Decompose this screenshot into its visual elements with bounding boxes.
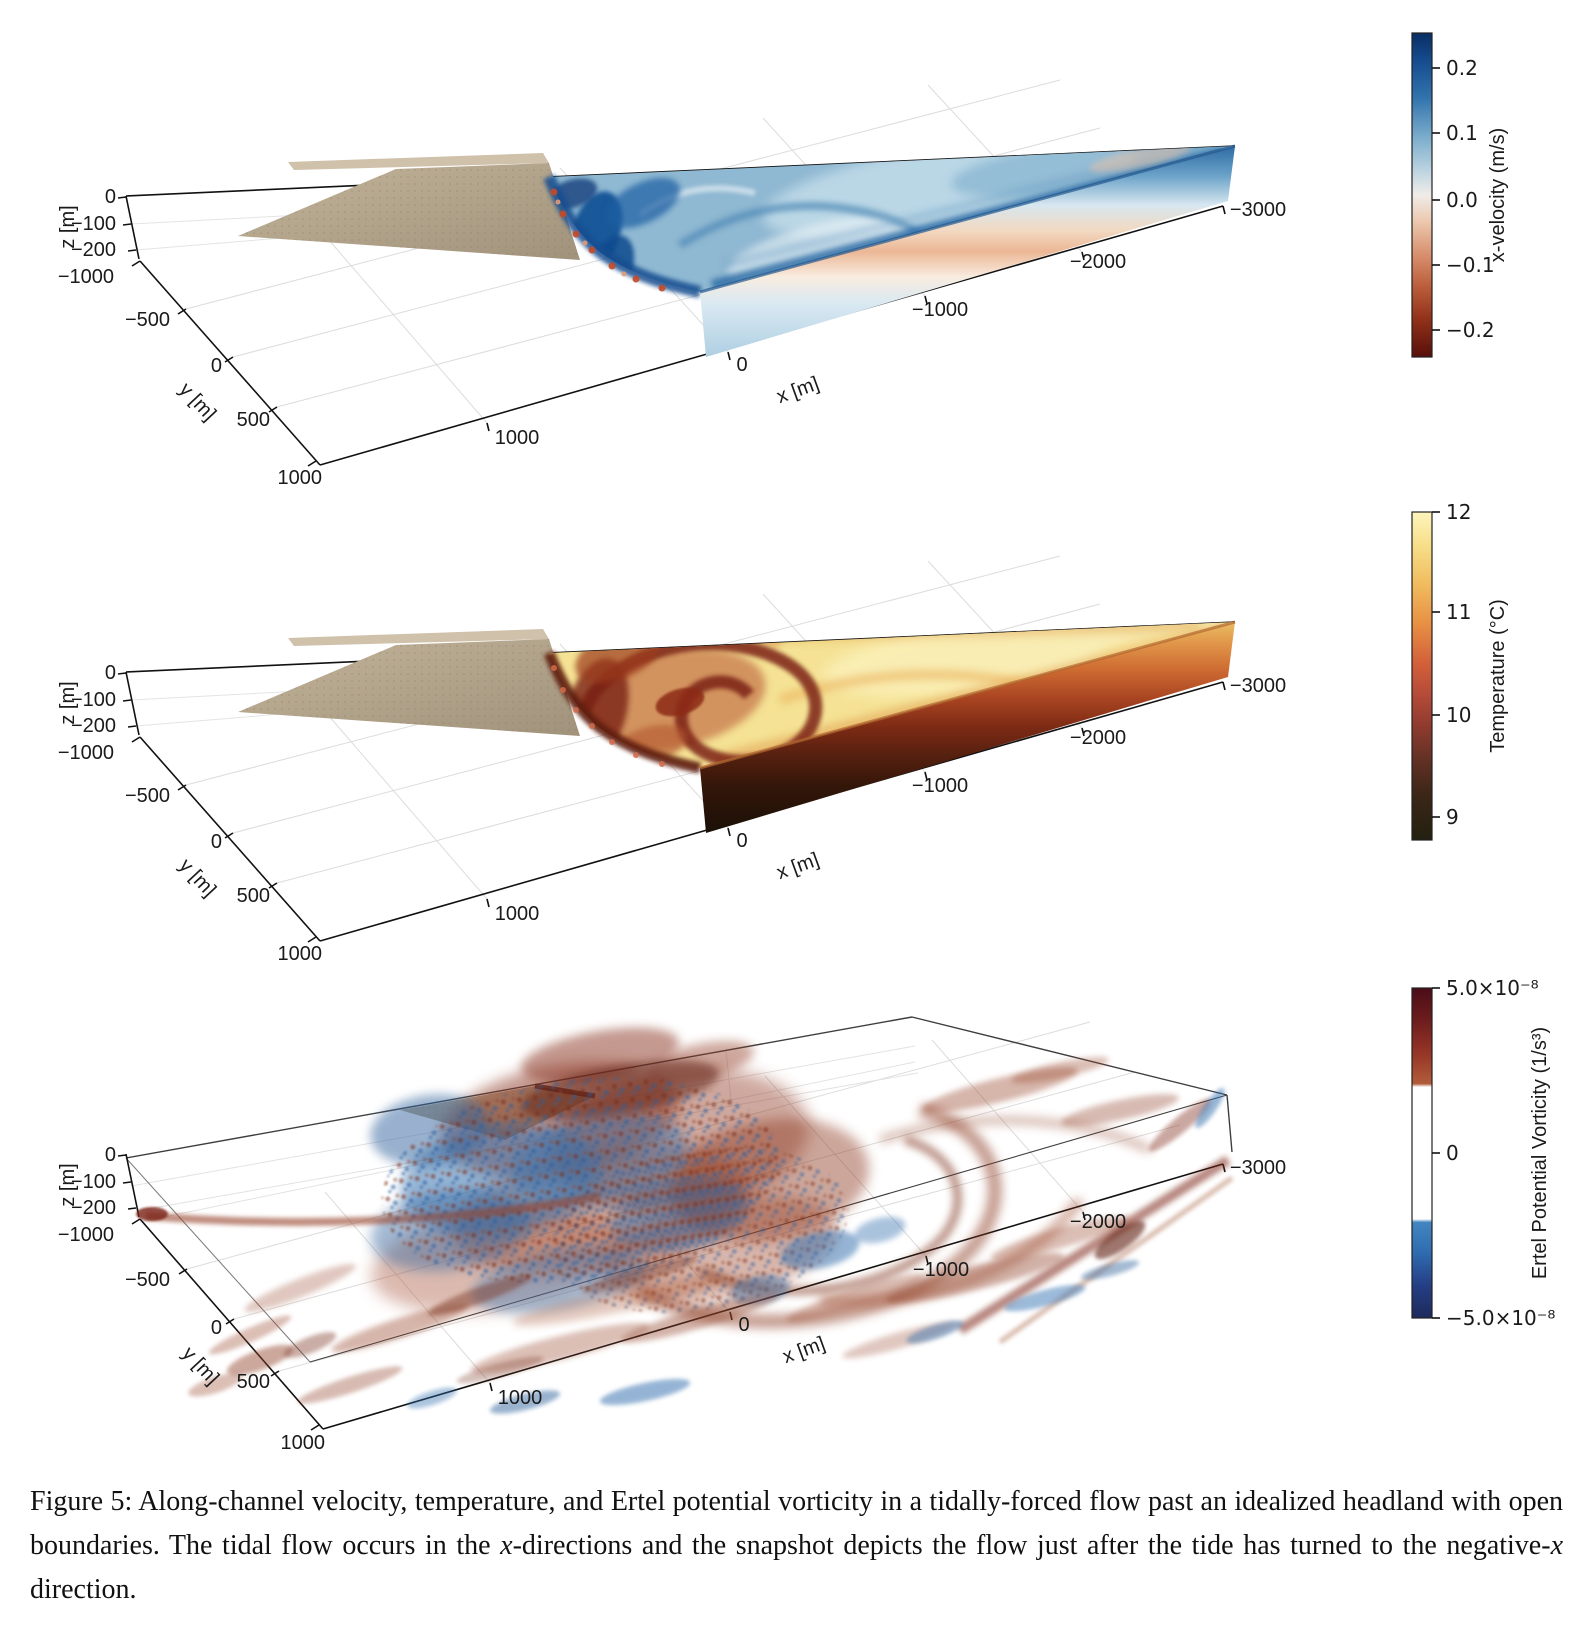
colorbar-gradient (1411, 32, 1433, 358)
z-axis-label: z [m] (57, 1163, 79, 1206)
x-axis-label: x [m] (774, 849, 822, 884)
z-axis-label: z [m] (57, 681, 79, 724)
y-tick-label: 500 (237, 409, 270, 431)
colorbar-tick-label: 0.1 (1446, 121, 1478, 145)
z-tick-label: 0 (105, 662, 116, 684)
panel-temperature: 0 −100 −200 z [m] −1000 −500 0 500 1000 … (57, 500, 1509, 965)
colorbar-title: Temperature (°C) (1487, 599, 1509, 753)
y-tick-label: 1000 (278, 467, 323, 489)
colorbar-tick-label: −5.0×10⁻⁸ (1446, 1306, 1555, 1330)
z-tick-label: −200 (71, 1197, 116, 1219)
x-tick-label: 1000 (495, 903, 540, 925)
x-axis-label: x [m] (780, 1333, 828, 1368)
velocity-front-face (700, 146, 1235, 357)
x-tick-label: −1000 (912, 775, 968, 797)
headland-wedge (238, 153, 580, 260)
colorbar-tick-label: 0.0 (1446, 188, 1478, 212)
colorbar-gradient (1411, 511, 1433, 841)
caption-text: Figure 5: Along-channel velocity, temper… (30, 1486, 1563, 1561)
y-axis-label: y [m] (175, 855, 221, 902)
x-tick-label: −3000 (1230, 199, 1286, 221)
y-tick-label: 0 (211, 1317, 222, 1339)
z-axis-label: z [m] (57, 205, 79, 248)
velocity-volume (543, 144, 1236, 357)
x-tick-label: 0 (736, 830, 747, 852)
x-tick-label: −3000 (1230, 1157, 1286, 1179)
y-tick-label: −1000 (58, 266, 114, 288)
colorbar-ertel-pv: 5.0×10⁻⁸ 0 −5.0×10⁻⁸ Ertel Potential Vor… (1411, 976, 1555, 1330)
z-tick-label: −100 (71, 1171, 116, 1193)
colorbar-tick-label: 0.2 (1446, 56, 1478, 80)
x-tick-label: 1000 (495, 427, 540, 449)
y-axis-label: y [m] (175, 379, 221, 426)
x-tick-label: 0 (736, 354, 747, 376)
z-tick-label: −200 (71, 239, 116, 261)
x-tick-label: −3000 (1230, 675, 1286, 697)
x-axis-label: x [m] (774, 373, 822, 408)
colorbar-tick-label: 11 (1446, 600, 1471, 624)
x-tick-label: 1000 (498, 1387, 543, 1409)
y-tick-label: 0 (211, 355, 222, 377)
x-tick-label: −1000 (913, 1259, 969, 1281)
colorbar-tick-label: 5.0×10⁻⁸ (1446, 976, 1539, 1000)
y-tick-label: 1000 (281, 1432, 326, 1454)
y-tick-label: 1000 (278, 943, 323, 965)
figure-canvas: 0 −100 −200 z [m] −1000 −500 0 500 1000 … (57, 32, 1555, 1454)
colorbar-tick-label: 9 (1446, 805, 1459, 829)
x-tick-label: −1000 (912, 299, 968, 321)
z-tick-label: −100 (71, 213, 116, 235)
x-tick-label: −2000 (1070, 251, 1126, 273)
pv-volume-render (136, 1027, 1234, 1414)
temperature-volume (543, 620, 1236, 833)
colorbar-title: x-velocity (m/s) (1487, 128, 1509, 262)
panel-x-velocity: 0 −100 −200 z [m] −1000 −500 0 500 1000 … (57, 32, 1509, 489)
y-tick-label: −500 (125, 309, 170, 331)
caption-text: -directions and the snapshot depicts the… (512, 1530, 1551, 1561)
colorbar-x-velocity: 0.2 0.1 0.0 −0.1 −0.2 x-velocity (m/s) (1411, 32, 1509, 358)
y-tick-label: −500 (125, 785, 170, 807)
colorbar-tick-label: 12 (1446, 500, 1471, 524)
colorbar-title: Ertel Potential Vorticity (1/s³) (1529, 1027, 1551, 1279)
z-tick-label: −100 (71, 689, 116, 711)
velocity-axis-labels: 0 −100 −200 z [m] −1000 −500 0 500 1000 … (57, 186, 1286, 489)
caption-italic-x: x (1550, 1530, 1563, 1561)
temperature-cut-face (543, 650, 702, 774)
colorbar-gradient (1411, 987, 1433, 1319)
velocity-front-lip (699, 144, 1236, 294)
panel-ertel-pv: 0 −100 −200 z [m] −1000 −500 0 500 1000 … (57, 976, 1555, 1454)
colorbar-temperature: 12 11 10 9 Temperature (°C) (1411, 500, 1509, 841)
z-tick-label: 0 (105, 186, 116, 208)
colorbar-tick-label: 0 (1446, 1141, 1459, 1165)
temperature-front-lip (699, 620, 1236, 770)
y-tick-label: 0 (211, 831, 222, 853)
z-tick-label: 0 (105, 1144, 116, 1166)
x-tick-label: 0 (738, 1314, 749, 1336)
y-tick-label: −1000 (58, 1224, 114, 1246)
z-tick-label: −200 (71, 715, 116, 737)
figure-caption: Figure 5: Along-channel velocity, temper… (0, 1462, 1593, 1636)
caption-text: direction. (30, 1574, 137, 1605)
caption-italic-x: x (500, 1530, 513, 1561)
x-tick-label: −2000 (1070, 727, 1126, 749)
velocity-cut-speckles (550, 188, 666, 292)
colorbar-tick-label: −0.1 (1446, 253, 1495, 277)
temperature-cut-speckles (551, 665, 665, 767)
temperature-front-face (700, 622, 1235, 833)
colorbar-tick-label: 10 (1446, 703, 1471, 727)
y-tick-label: 500 (237, 1371, 270, 1393)
y-tick-label: −1000 (58, 742, 114, 764)
colorbar-tick-label: −0.2 (1446, 318, 1495, 342)
y-tick-label: −500 (125, 1269, 170, 1291)
headland-wedge (238, 629, 580, 736)
y-tick-label: 500 (237, 885, 270, 907)
x-tick-label: −2000 (1070, 1211, 1126, 1233)
velocity-cut-face (543, 174, 702, 298)
